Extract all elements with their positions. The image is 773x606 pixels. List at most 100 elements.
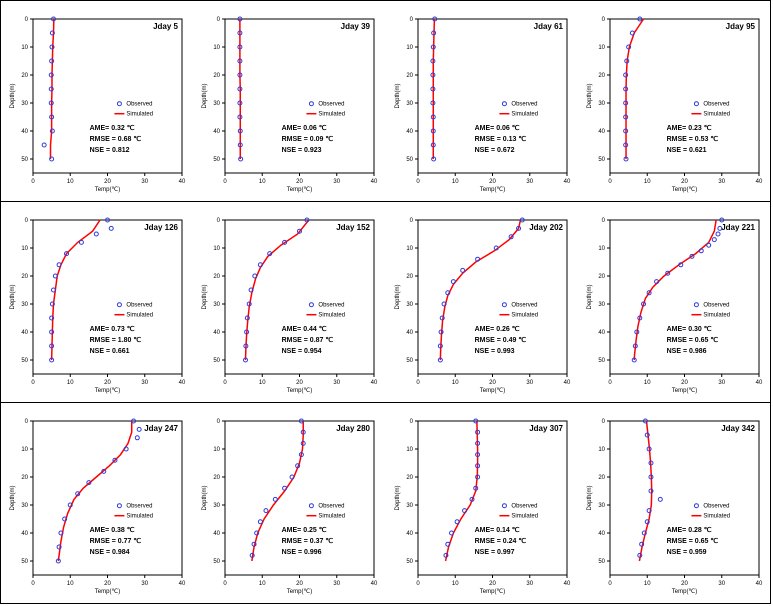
panel-title: Jday 39 xyxy=(341,22,371,31)
x-axis-label: Temp(℃) xyxy=(479,388,504,394)
panel-title: Jday 61 xyxy=(533,22,563,31)
y-axis-label: Depth(m) xyxy=(395,284,401,309)
y-axis-label: Depth(m) xyxy=(395,485,401,510)
stat-nse: NSE = 0.954 xyxy=(282,348,322,355)
stat-ame: AME= 0.32 ℃ xyxy=(90,124,135,132)
svg-text:40: 40 xyxy=(214,129,221,135)
legend-label-simulated: Simulated xyxy=(703,112,730,118)
panel-title: Jday 5 xyxy=(153,22,178,31)
panel-title: Jday 152 xyxy=(336,223,370,232)
svg-text:10: 10 xyxy=(598,246,605,252)
svg-text:40: 40 xyxy=(563,581,570,587)
x-axis-label: Temp(℃) xyxy=(672,187,697,193)
svg-text:10: 10 xyxy=(21,45,28,51)
stat-nse: NSE = 0.996 xyxy=(282,549,322,556)
svg-text:40: 40 xyxy=(371,380,378,386)
chart-svg: 01020304050403020100Temp(℃)Depth(m)Jday … xyxy=(5,5,188,195)
legend-label-observed: Observed xyxy=(126,504,152,510)
legend-label-simulated: Simulated xyxy=(703,514,730,520)
x-axis-label: Temp(℃) xyxy=(95,187,120,193)
stat-rmse: RMSE = 0.65 ℃ xyxy=(666,336,718,344)
svg-text:20: 20 xyxy=(681,380,688,386)
svg-text:0: 0 xyxy=(409,218,413,224)
svg-text:50: 50 xyxy=(21,358,28,364)
stat-nse: NSE = 0.993 xyxy=(474,348,514,355)
svg-text:30: 30 xyxy=(21,503,28,509)
svg-text:40: 40 xyxy=(179,581,186,587)
svg-text:10: 10 xyxy=(259,380,266,386)
svg-text:30: 30 xyxy=(214,101,221,107)
panel-jday126: 01020304050403020100Temp(℃)Depth(m)Jday … xyxy=(1,202,193,402)
stat-ame: AME= 0.06 ℃ xyxy=(282,124,327,132)
svg-text:20: 20 xyxy=(406,73,413,79)
svg-text:0: 0 xyxy=(601,419,605,425)
svg-text:20: 20 xyxy=(104,581,111,587)
legend-label-simulated: Simulated xyxy=(703,313,730,319)
svg-text:50: 50 xyxy=(406,358,413,364)
svg-text:0: 0 xyxy=(416,581,420,587)
svg-text:0: 0 xyxy=(409,419,413,425)
stat-rmse: RMSE = 0.37 ℃ xyxy=(282,537,334,545)
x-axis-label: Temp(℃) xyxy=(287,388,312,394)
row-3: 0 10 20 30 40 50 40 30 20 10 0 Temp(℃) Depth(m) Jday … xyxy=(1,403,770,603)
svg-text:20: 20 xyxy=(214,475,221,481)
svg-text:30: 30 xyxy=(718,380,725,386)
svg-text:30: 30 xyxy=(406,503,413,509)
chart-svg: 01020304050403020100Temp(℃)Depth(m)Jday … xyxy=(582,407,765,597)
svg-text:10: 10 xyxy=(644,581,651,587)
svg-text:0: 0 xyxy=(608,380,612,386)
stat-nse: NSE = 0.984 xyxy=(90,549,130,556)
svg-text:20: 20 xyxy=(598,274,605,280)
svg-text:10: 10 xyxy=(644,179,651,185)
svg-text:30: 30 xyxy=(214,302,221,308)
panel-jday221: 01020304050403020100Temp(℃)Depth(m)Jday … xyxy=(578,202,770,402)
svg-text:10: 10 xyxy=(451,581,458,587)
svg-text:40: 40 xyxy=(214,531,221,537)
stat-rmse: RMSE = 0.68 ℃ xyxy=(90,135,142,143)
svg-text:40: 40 xyxy=(371,581,378,587)
stat-ame: AME= 0.38 ℃ xyxy=(90,526,135,534)
svg-text:40: 40 xyxy=(755,380,762,386)
panel-jday95: 01020304050403020100Temp(℃)Depth(m)Jday … xyxy=(578,1,770,201)
y-axis-label: Depth(m) xyxy=(10,485,16,510)
svg-text:50: 50 xyxy=(21,157,28,163)
svg-text:30: 30 xyxy=(718,179,725,185)
y-axis-label: Depth(m) xyxy=(202,485,208,510)
svg-text:20: 20 xyxy=(296,179,303,185)
svg-text:10: 10 xyxy=(21,246,28,252)
svg-text:40: 40 xyxy=(598,330,605,336)
svg-text:20: 20 xyxy=(681,581,688,587)
stat-rmse: RMSE = 0.49 ℃ xyxy=(474,336,526,344)
svg-text:30: 30 xyxy=(334,179,341,185)
stat-nse: NSE = 0.661 xyxy=(90,348,130,355)
panel-title: Jday 95 xyxy=(725,22,755,31)
svg-text:30: 30 xyxy=(406,101,413,107)
svg-text:40: 40 xyxy=(598,129,605,135)
chart-svg: 01020304050403020100Temp(℃)Depth(m)Jday … xyxy=(390,206,573,396)
svg-text:20: 20 xyxy=(21,274,28,280)
chart-svg: 01020304050403020100Temp(℃)Depth(m)Jday … xyxy=(197,5,380,195)
svg-text:50: 50 xyxy=(406,559,413,565)
panel-title: Jday 342 xyxy=(721,424,755,433)
svg-text:30: 30 xyxy=(334,581,341,587)
svg-text:10: 10 xyxy=(21,447,28,453)
x-axis-label: Temp(℃) xyxy=(479,589,504,595)
chart-svg: 01020304050403020100Temp(℃)Depth(m)Jday … xyxy=(5,206,188,396)
svg-text:30: 30 xyxy=(214,503,221,509)
svg-text:0: 0 xyxy=(217,218,221,224)
stat-ame: AME= 0.25 ℃ xyxy=(282,526,327,534)
x-axis-label: Temp(℃) xyxy=(95,589,120,595)
svg-text:30: 30 xyxy=(718,581,725,587)
stat-rmse: RMSE = 0.53 ℃ xyxy=(666,135,718,143)
svg-text:40: 40 xyxy=(755,581,762,587)
svg-text:0: 0 xyxy=(601,17,605,23)
panel-title: Jday 307 xyxy=(529,424,563,433)
svg-text:10: 10 xyxy=(259,179,266,185)
y-axis-label: Depth(m) xyxy=(10,284,16,309)
svg-text:30: 30 xyxy=(598,503,605,509)
chart-svg: 01020304050403020100Temp(℃)Depth(m)Jday … xyxy=(390,5,573,195)
svg-text:50: 50 xyxy=(406,157,413,163)
legend-label-observed: Observed xyxy=(703,102,729,108)
svg-text:20: 20 xyxy=(21,475,28,481)
legend-label-simulated: Simulated xyxy=(319,112,346,118)
